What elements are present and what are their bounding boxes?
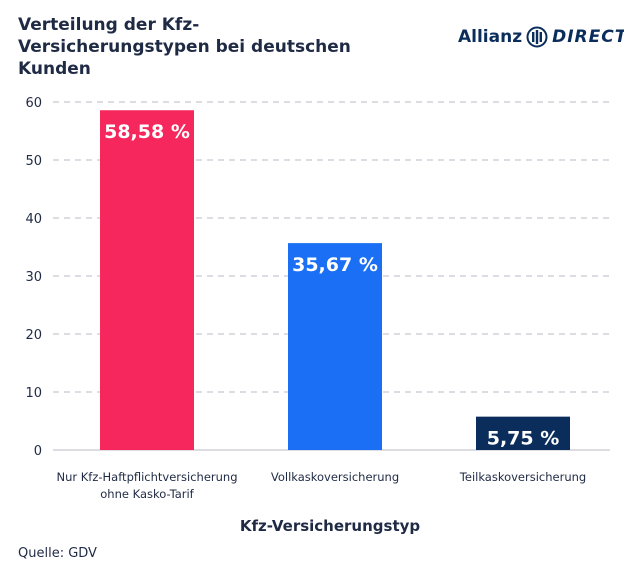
- y-tick-label: 30: [25, 270, 42, 285]
- y-tick-label: 40: [25, 212, 42, 227]
- y-axis-ticks: 0 10 20 30 40 50 60: [25, 96, 42, 459]
- x-axis-ticks: Nur Kfz-Haftpflichtversicherung ohne Kask…: [56, 470, 586, 501]
- allianz-direct-logo: Allianz DIRECT: [458, 26, 624, 48]
- x-axis-label: Kfz-Versicherungstyp: [240, 517, 421, 535]
- y-tick-label: 50: [25, 154, 42, 169]
- logo-brand: Allianz: [458, 27, 523, 47]
- y-tick-label: 0: [34, 444, 42, 459]
- x-tick-label: ohne Kasko-Tarif: [100, 487, 194, 501]
- bar-value-label: 35,67 %: [292, 254, 378, 276]
- x-tick-label: Teilkaskoversicherung: [459, 470, 586, 484]
- bar: [100, 110, 194, 451]
- logo-sub: DIRECT: [552, 27, 624, 47]
- x-tick-label: Vollkaskoversicherung: [271, 470, 399, 484]
- bar: [476, 416, 570, 450]
- chart-title: Verteilung der Kfz-Versicherungstypen be…: [18, 15, 351, 79]
- bar-value-label: 58,58 %: [104, 121, 190, 143]
- y-tick-label: 60: [25, 96, 42, 111]
- allianz-eagle-icon: [526, 26, 548, 48]
- bars: 58,58 % 35,67 % 5,75 %: [100, 110, 570, 451]
- y-tick-label: 10: [25, 386, 42, 401]
- bar-value-label: 5,75 %: [487, 428, 560, 450]
- y-tick-label: 20: [25, 328, 42, 343]
- x-tick-label: Nur Kfz-Haftpflichtversicherung: [56, 470, 237, 484]
- bar: [288, 243, 382, 450]
- source-note: Quelle: GDV: [18, 546, 97, 561]
